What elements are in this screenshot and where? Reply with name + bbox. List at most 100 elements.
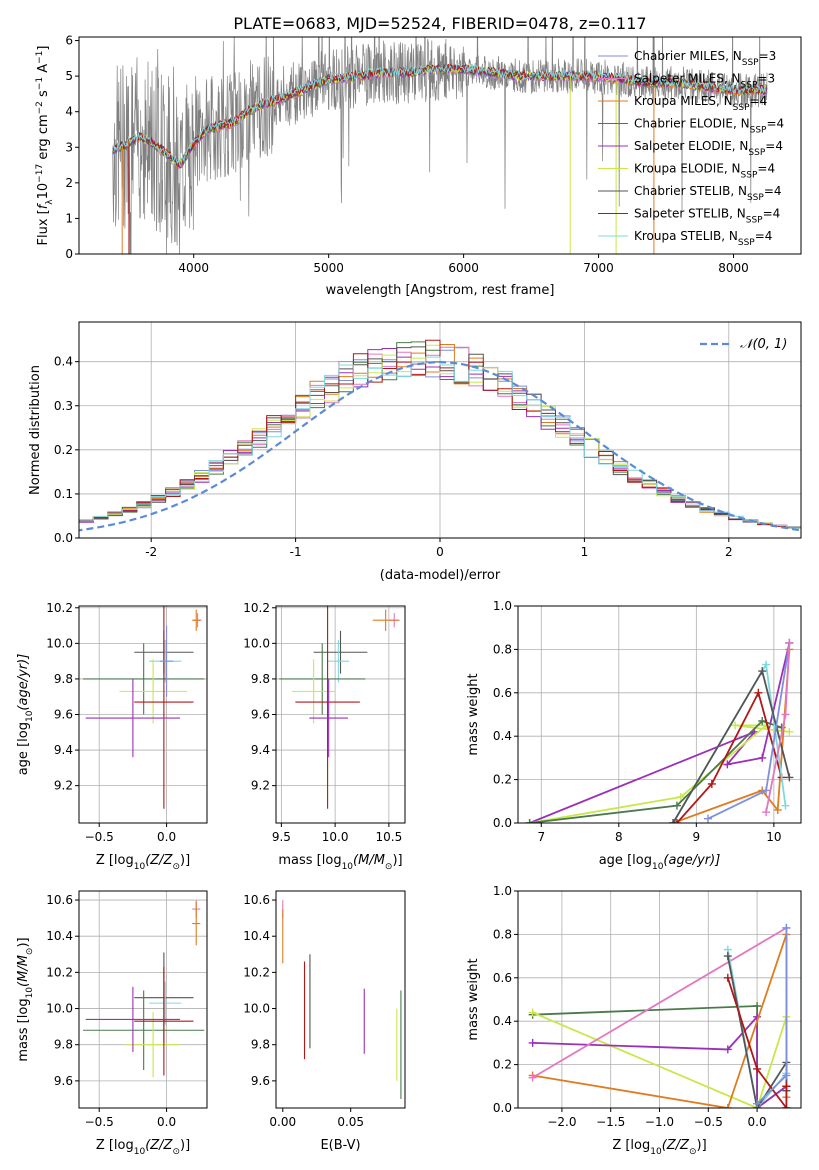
x-axis-label: age [log10(age/yr)] bbox=[599, 853, 721, 872]
weight-marker bbox=[762, 808, 771, 817]
x-tick-label: 7000 bbox=[583, 261, 614, 275]
legend-label: Salpeter STELIB, NSSP=4 bbox=[634, 207, 780, 226]
weight-marker bbox=[672, 801, 681, 810]
error-bar-salpeter_elodie bbox=[85, 678, 181, 758]
label-part: (age/yr)] bbox=[16, 654, 31, 711]
label-part: age [log bbox=[599, 853, 652, 868]
y-tick-label: 10.0 bbox=[243, 636, 270, 650]
label-part: =4 bbox=[757, 162, 775, 176]
y-axis-label: mass weight bbox=[466, 673, 481, 755]
axes-frame bbox=[275, 890, 406, 1109]
axes-age_vs_Z: −0.5 0.09.29.49.69.810.010.2Z [log10(Z/Z⊙… bbox=[16, 601, 208, 872]
label-part: −2 bbox=[35, 101, 45, 114]
y-tick-label: 10.2 bbox=[243, 601, 270, 615]
weight-marker bbox=[753, 1099, 762, 1108]
y-tick-label: 1 bbox=[65, 211, 73, 225]
axes-mass_vs_EBV: 0.00 0.05 9.6 9.8 10.0 10.2 10.4 10.6 E(B-V) bbox=[243, 890, 406, 1153]
weight-marker bbox=[528, 1008, 537, 1017]
weight-line-salpeter_stelib bbox=[676, 690, 783, 823]
label-part: )] bbox=[392, 853, 402, 868]
error-bar-salpeter_elodie bbox=[309, 678, 349, 758]
y-tick-label: 0.3 bbox=[54, 399, 73, 413]
y-tick-label: 0.6 bbox=[493, 971, 512, 985]
error-bar-kroupa_stelib bbox=[327, 639, 350, 683]
error-bar-salpeter_elodie bbox=[85, 986, 181, 1052]
y-tick-label: 0.8 bbox=[493, 642, 512, 656]
x-axis-label: (data-model)/error bbox=[380, 568, 501, 583]
error-bar-kroupa_stelib bbox=[149, 981, 182, 1025]
x-tick-label: 0.05 bbox=[337, 1115, 364, 1129]
x-tick-label: −0.5 bbox=[85, 830, 114, 844]
axes-residuals: -2 -1 0 1 2 0.0 0.1 0.2 0.3 0.4 (data-model)/error… bbox=[28, 321, 802, 583]
legend-label: Kroupa ELODIE, NSSP=4 bbox=[634, 162, 775, 181]
y-tick-label: 0.0 bbox=[493, 816, 512, 830]
label-part: =4 bbox=[765, 139, 783, 153]
weight-marker bbox=[528, 1073, 537, 1082]
label-part: 10 bbox=[652, 862, 664, 872]
label-part: SSP bbox=[748, 148, 765, 158]
error-bar-chabrier_elodie bbox=[279, 643, 366, 715]
label-part: s bbox=[36, 90, 51, 101]
y-tick-label: 9.8 bbox=[251, 1038, 270, 1052]
label-part: =4 bbox=[766, 117, 784, 131]
label-part: =3 bbox=[757, 72, 775, 86]
label-part: ] bbox=[36, 46, 51, 51]
y-tick-label: 0.2 bbox=[54, 443, 73, 457]
legend-label: Salpeter ELODIE, NSSP=4 bbox=[634, 139, 783, 158]
label-part: )] bbox=[180, 853, 190, 868]
plots-layer: 4000 5000 6000 7000 8000 0 1 2 3 4 5 6 wavelength [A… bbox=[16, 34, 802, 1157]
x-tick-label: 10 bbox=[766, 830, 781, 844]
y-tick-label: 3 bbox=[65, 140, 73, 154]
weight-marker bbox=[785, 727, 794, 736]
label-part: Salpeter MILES, N bbox=[634, 72, 741, 86]
y-tick-label: 10.2 bbox=[46, 601, 73, 615]
x-tick-label: 0.00 bbox=[269, 1115, 296, 1129]
label-part: Kroupa MILES, N bbox=[634, 94, 733, 108]
model-line-kroupa_stelib bbox=[112, 62, 768, 168]
x-tick-label: −1.0 bbox=[645, 1115, 674, 1129]
y-tick-label: 9.8 bbox=[54, 1038, 73, 1052]
y-tick-label: 10.2 bbox=[46, 965, 73, 979]
y-tick-label: 6 bbox=[65, 34, 73, 48]
label-part: Kroupa ELODIE, N bbox=[634, 162, 741, 176]
x-axis-label: Z [log10(Z/Z⊙)] bbox=[96, 1138, 190, 1157]
label-part: −17 bbox=[35, 164, 45, 183]
gaussian-curve bbox=[79, 360, 801, 532]
y-tick-label: 0.0 bbox=[493, 1101, 512, 1115]
plot-area bbox=[83, 900, 205, 1078]
x-axis-label: Z [log10(Z/Z⊙)] bbox=[96, 853, 190, 872]
legend: 𝒩(0, 1) bbox=[700, 337, 787, 352]
label-part: ⊙ bbox=[385, 862, 393, 872]
x-axis-label: mass [log10(M/M⊙)] bbox=[278, 853, 402, 872]
weight-marker bbox=[731, 721, 740, 730]
legend-label: Kroupa STELIB, NSSP=4 bbox=[634, 229, 772, 248]
weight-marker bbox=[782, 923, 791, 932]
weight-marker bbox=[781, 710, 790, 719]
y-tick-label: 9.2 bbox=[251, 779, 270, 793]
weight-marker bbox=[781, 801, 790, 810]
weight-marker bbox=[785, 773, 794, 782]
label-part: Flux [ bbox=[36, 209, 51, 245]
y-tick-label: 9.4 bbox=[251, 743, 270, 757]
weight-marker bbox=[754, 688, 763, 697]
y-tick-label: 4 bbox=[65, 105, 73, 119]
label-part: =4 bbox=[763, 207, 781, 221]
y-tick-label: 0.2 bbox=[493, 1058, 512, 1072]
x-tick-label: 0 bbox=[436, 545, 444, 559]
x-tick-label: 1 bbox=[581, 545, 589, 559]
label-part: −1 bbox=[35, 51, 45, 64]
label-part: 10 bbox=[342, 862, 354, 872]
label-part: SSP bbox=[742, 58, 759, 68]
y-tick-label: 10.4 bbox=[46, 929, 73, 943]
label-part: Z [log bbox=[96, 853, 134, 868]
y-tick-label: 0.8 bbox=[493, 927, 512, 941]
weight-marker bbox=[528, 1038, 537, 1047]
label-part: (Z/Z bbox=[662, 1138, 690, 1153]
error-bar-salpeter_stelib bbox=[134, 966, 194, 1076]
label-part: =3 bbox=[759, 49, 777, 63]
y-axis-label: Flux [fλ10−17 erg cm−2 s−1 A−1] bbox=[35, 46, 55, 246]
y-tick-label: 10.6 bbox=[243, 893, 270, 907]
axes-frame bbox=[517, 605, 802, 824]
y-tick-label: 10.2 bbox=[243, 965, 270, 979]
